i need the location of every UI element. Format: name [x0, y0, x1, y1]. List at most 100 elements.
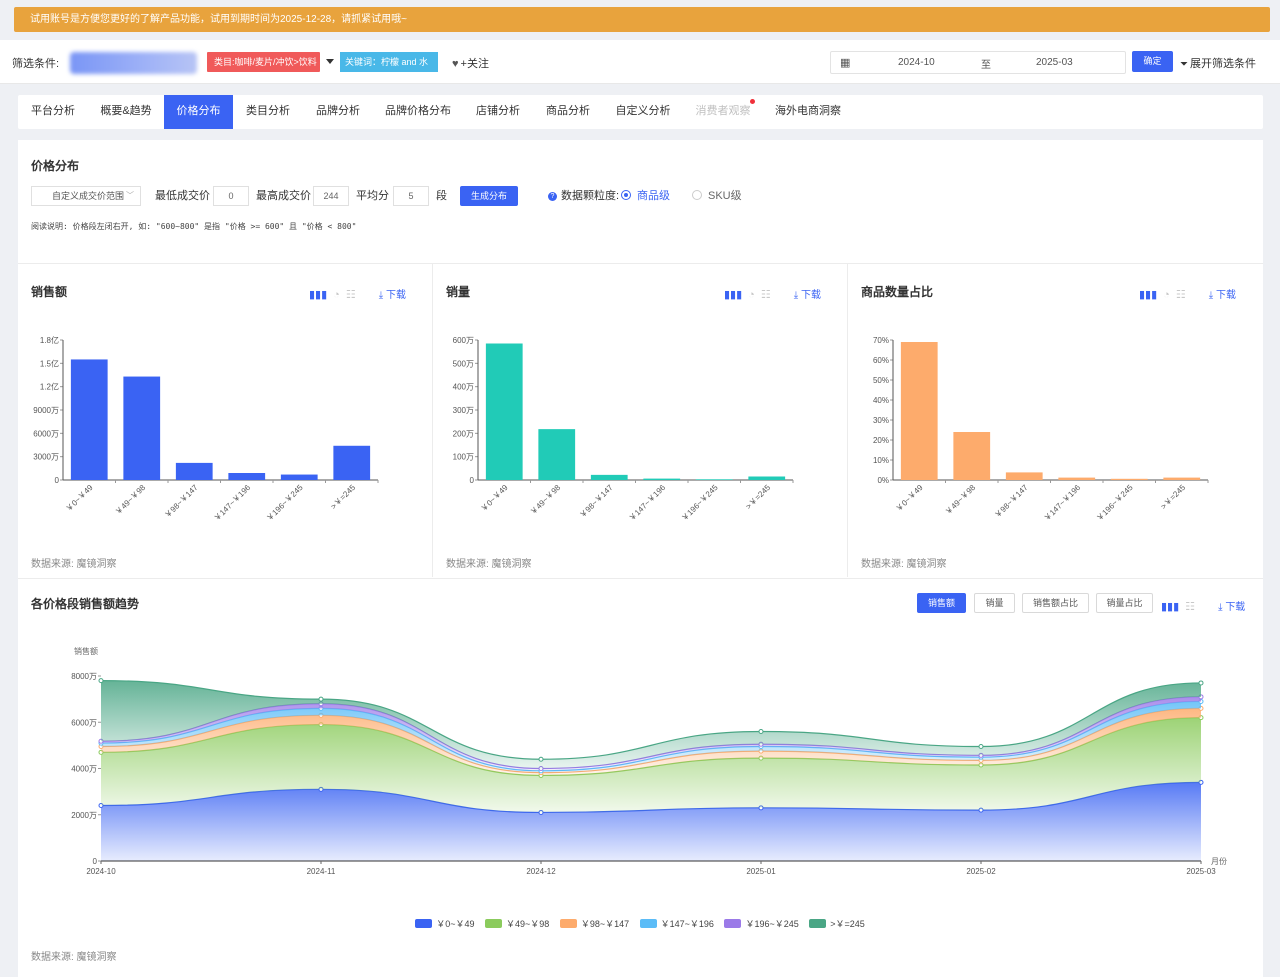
trend-btn-volume[interactable]: 销量: [974, 593, 1015, 613]
legend-swatch: [485, 919, 503, 928]
keyword-tag[interactable]: 关键词：柠檬 and 水: [340, 52, 438, 72]
download-button[interactable]: ⤓ 下载: [1218, 598, 1251, 613]
y-tick-label: 20%: [873, 436, 889, 445]
question-icon[interactable]: ?: [548, 192, 557, 201]
legend-swatch: [724, 919, 742, 928]
trend-btn-sales-share[interactable]: 销售额占比: [1022, 593, 1089, 613]
y-tick-label: 8000万: [71, 672, 97, 681]
bar-chart-icon[interactable]: ▮▮▮: [309, 289, 328, 301]
download-button[interactable]: ⤓ 下载: [1209, 286, 1242, 301]
table-icon[interactable]: ☷: [760, 289, 771, 301]
area-band: [101, 701, 1201, 773]
bar: [1058, 477, 1096, 480]
y-tick-label: 1.8亿: [40, 335, 59, 345]
count-share-card-toolbar: ▮▮▮ ◔ ☷ ⤓ 下载: [1139, 286, 1248, 301]
tab-overseas[interactable]: 海外电商洞察: [775, 105, 841, 117]
x-tick-label: 2024-11: [307, 867, 336, 876]
legend-item[interactable]: ￥147~￥196: [639, 917, 714, 930]
date-start[interactable]: 2024-10: [898, 57, 935, 68]
min-price-input[interactable]: 0: [213, 186, 249, 206]
segments-input[interactable]: 5: [393, 186, 429, 206]
table-icon[interactable]: ☷: [1185, 601, 1196, 613]
legend-item[interactable]: ￥49~￥98: [485, 917, 549, 930]
bar: [70, 359, 108, 480]
expand-filters-button[interactable]: ⏷ 展开筛选条件: [1180, 55, 1256, 71]
table-icon[interactable]: ☷: [345, 289, 356, 301]
max-price-input[interactable]: 244: [313, 186, 349, 206]
x-axis-title: 月份: [1211, 856, 1227, 866]
pie-chart-icon[interactable]: ◔: [1163, 289, 1170, 301]
y-tick-label: 9000万: [33, 406, 59, 415]
x-tick-label: ￥0~￥49: [64, 483, 95, 514]
range-select-value: 自定义成交价范围: [52, 191, 125, 201]
tab-consumer[interactable]: 消费者观察: [695, 105, 751, 117]
trend-title: 各价格段销售额趋势: [31, 597, 140, 611]
legend-label: ￥147~￥196: [660, 919, 714, 929]
bar-chart-icon[interactable]: ▮▮▮: [1139, 289, 1158, 301]
y-tick-label: 2000万: [71, 811, 97, 820]
download-button[interactable]: ⤓ 下载: [794, 286, 827, 301]
data-source: 数据来源: 魔镜洞察: [31, 952, 117, 963]
download-label: 下载: [385, 290, 406, 301]
tab-brand-price[interactable]: 品牌价格分布: [385, 105, 451, 117]
bar-chart-icon[interactable]: ▮▮▮: [1161, 601, 1180, 613]
tab-brand[interactable]: 品牌分析: [316, 105, 360, 117]
tab-category[interactable]: 类目分析: [246, 105, 290, 117]
filter-icon: ⏷: [1180, 59, 1188, 70]
expand-filters-label: 展开筛选条件: [1190, 58, 1256, 70]
generate-button[interactable]: 生成分布: [460, 186, 518, 206]
calendar-icon: ▦: [840, 57, 851, 69]
trend-btn-volume-share[interactable]: 销量占比: [1096, 593, 1153, 613]
x-tick-label: ￥49~￥98: [114, 483, 148, 517]
follow-button[interactable]: ♥ +关注: [452, 55, 489, 71]
segment-unit-label: 段: [436, 190, 447, 202]
tab-price-distribution[interactable]: 价格分布: [164, 95, 233, 129]
download-label: 下载: [1215, 290, 1236, 301]
date-range-picker[interactable]: ▦ 2024-10 至 2025-03: [830, 51, 1126, 74]
legend-item[interactable]: >￥=245: [809, 917, 865, 930]
date-end[interactable]: 2025-03: [1036, 57, 1073, 68]
x-tick-label: >￥=245: [329, 483, 357, 511]
y-tick-label: 60%: [873, 356, 889, 365]
data-point: [758, 729, 764, 734]
radio-sku-level[interactable]: SKU级: [692, 186, 742, 206]
legend-item[interactable]: ￥196~￥245: [724, 917, 799, 930]
tab-product[interactable]: 商品分析: [546, 105, 590, 117]
radio-product-level[interactable]: 商品级: [621, 186, 670, 206]
tab-custom[interactable]: 自定义分析: [615, 105, 671, 117]
tab-platform[interactable]: 平台分析: [31, 105, 75, 117]
bar: [538, 429, 576, 480]
granularity-text: 数据颗粒度:: [561, 190, 620, 202]
x-tick-label: ￥49~￥98: [944, 483, 978, 517]
download-label: 下载: [800, 290, 821, 301]
min-price-label: 最低成交价: [155, 190, 210, 202]
reading-note: 阅读说明: 价格段左闭右开, 如: "600~800" 是指 "价格 >= 60…: [31, 222, 357, 231]
trend-btn-sales[interactable]: 销售额: [917, 593, 966, 613]
tab-shop[interactable]: 店铺分析: [476, 105, 520, 117]
pie-chart-icon[interactable]: ◔: [748, 289, 755, 301]
bar: [280, 474, 318, 480]
filter-label: 筛选条件:: [12, 58, 60, 70]
download-button[interactable]: ⤓ 下载: [379, 286, 412, 301]
bar: [333, 445, 371, 480]
sales-card-toolbar: ▮▮▮ ◔ ☷ ⤓ 下载: [309, 286, 418, 301]
bar-chart-icon[interactable]: ▮▮▮: [724, 289, 743, 301]
tab-overview-trend[interactable]: 概要&趋势: [100, 105, 152, 117]
sales-bar-chart: 0 3000万 6000万 9000万 1.2亿 1.5亿 1.8亿 ￥0~￥49 ￥49~￥9…: [33, 335, 379, 523]
confirm-button[interactable]: 确定: [1132, 51, 1173, 72]
divider: [18, 263, 1263, 264]
y-tick-label: 40%: [873, 396, 889, 405]
filter-platform-redacted[interactable]: [70, 52, 197, 74]
radio-product-label: 商品级: [637, 190, 670, 202]
legend-item[interactable]: ￥0~￥49: [415, 917, 475, 930]
table-icon[interactable]: ☷: [1175, 289, 1186, 301]
pie-chart-icon[interactable]: ◔: [333, 289, 340, 301]
range-select[interactable]: 自定义成交价范围 ﹀: [31, 186, 141, 206]
y-tick-label: 500万: [453, 359, 474, 368]
legend-item[interactable]: ￥98~￥147: [559, 917, 629, 930]
bar: [1005, 472, 1043, 480]
bar: [953, 432, 991, 480]
category-tag[interactable]: 类目:咖啡/麦片/冲饮>饮料: [207, 52, 320, 72]
category-dropdown-icon[interactable]: [326, 59, 334, 64]
y-axis-title: 销售额: [74, 646, 98, 656]
